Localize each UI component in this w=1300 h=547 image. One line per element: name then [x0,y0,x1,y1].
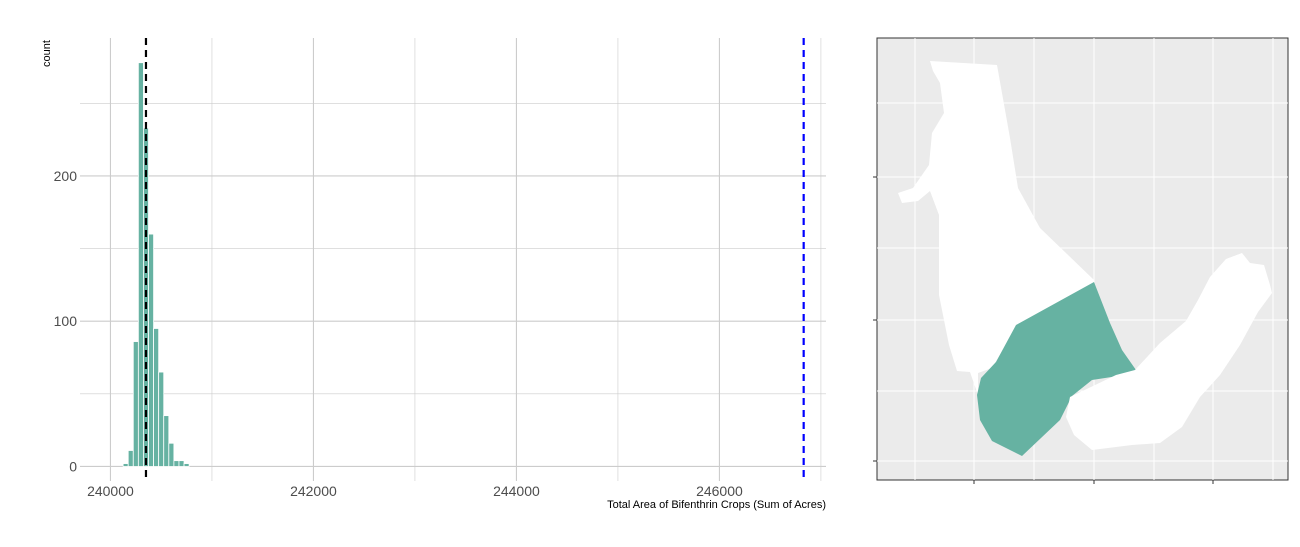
histogram-bar [173,460,180,467]
histogram-bar [137,62,144,467]
y-tick-label: 200 [54,168,78,184]
x-tick-label: 242000 [290,483,337,499]
histogram-chart: 240000 242000 244000 246000 0 100 200 count T… [41,38,826,511]
x-tick-labels: 240000 242000 244000 246000 [87,483,743,499]
histogram-bar [153,328,160,467]
histogram-gridlines [80,38,826,481]
histogram-bar [132,341,139,467]
north-region [898,61,1094,395]
histogram-bar [168,442,175,467]
histogram-bar [158,371,165,467]
x-tick-label: 240000 [87,483,134,499]
y-tick-label: 0 [69,458,77,474]
histogram-bar [148,233,154,467]
histogram-bar [178,460,185,467]
x-tick-label: 246000 [696,483,743,499]
map-axis-ticks [873,176,1214,484]
map-panel [873,37,1289,484]
histogram-bar [183,463,190,467]
x-axis-title: Total Area of Bifenthrin Crops (Sum of A… [607,499,826,511]
reference-lines [144,38,805,481]
y-axis-title: count [41,40,53,67]
x-tick-label: 244000 [493,483,540,499]
highlighted-region [977,282,1136,456]
east-region [1066,253,1272,450]
y-tick-label: 100 [54,313,78,329]
histogram-bars [122,62,190,467]
histogram-bar [127,450,134,467]
y-tick-labels: 0 100 200 [54,168,78,474]
histogram-bar [122,463,129,467]
histogram-bar [163,415,170,467]
